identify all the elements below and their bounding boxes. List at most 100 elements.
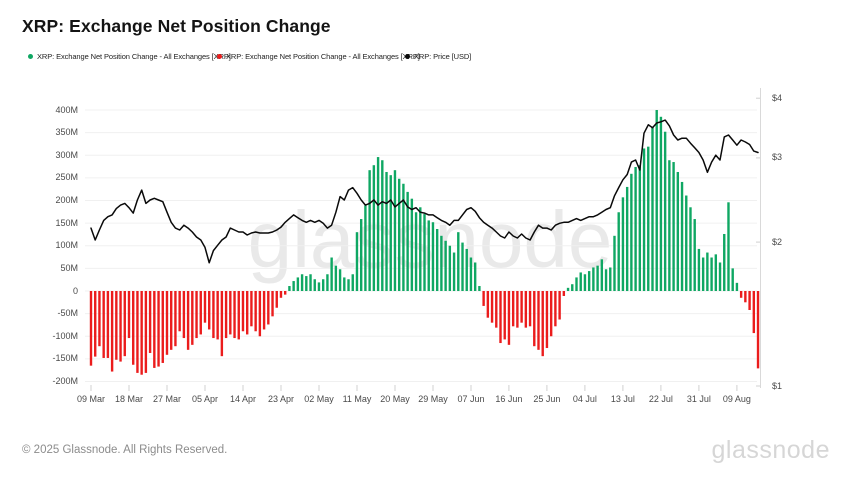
bar-net-position[interactable] bbox=[465, 248, 468, 291]
bar-net-position[interactable] bbox=[533, 291, 536, 347]
bar-net-position[interactable] bbox=[241, 291, 245, 332]
bar-net-position[interactable] bbox=[427, 220, 430, 291]
bar-net-position[interactable] bbox=[431, 222, 435, 291]
bar-net-position[interactable] bbox=[351, 274, 354, 291]
bar-net-position[interactable] bbox=[448, 245, 452, 291]
bar-net-position[interactable] bbox=[697, 248, 701, 291]
bar-net-position[interactable] bbox=[714, 254, 718, 291]
bar-net-position[interactable] bbox=[157, 291, 160, 367]
bar-net-position[interactable] bbox=[195, 291, 198, 339]
bar-net-position[interactable] bbox=[343, 277, 346, 292]
bar-net-position[interactable] bbox=[233, 291, 236, 339]
bar-net-position[interactable] bbox=[600, 259, 604, 291]
bar-net-position[interactable] bbox=[541, 291, 544, 357]
bar-net-position[interactable] bbox=[587, 271, 591, 291]
bar-net-position[interactable] bbox=[89, 291, 93, 366]
legend-item-price[interactable]: XRP: Price [USD] bbox=[405, 52, 471, 61]
bar-net-position[interactable] bbox=[136, 291, 139, 373]
bar-net-position[interactable] bbox=[330, 257, 333, 291]
bar-net-position[interactable] bbox=[355, 232, 359, 292]
bar-net-position[interactable] bbox=[182, 291, 186, 339]
bar-net-position[interactable] bbox=[723, 233, 726, 292]
bar-net-position[interactable] bbox=[575, 277, 578, 292]
bar-net-position[interactable] bbox=[381, 160, 384, 291]
bar-net-position[interactable] bbox=[440, 235, 443, 291]
bar-net-position[interactable] bbox=[739, 291, 743, 298]
bar-net-position[interactable] bbox=[689, 207, 692, 291]
bar-net-position[interactable] bbox=[110, 291, 114, 372]
bar-net-position[interactable] bbox=[520, 291, 523, 323]
bar-net-position[interactable] bbox=[554, 291, 557, 327]
bar-net-position[interactable] bbox=[127, 291, 131, 339]
bar-net-position[interactable] bbox=[478, 286, 481, 291]
bar-net-position[interactable] bbox=[406, 191, 409, 291]
bar-net-position[interactable] bbox=[676, 171, 680, 291]
bar-net-position[interactable] bbox=[583, 274, 587, 291]
bar-net-position[interactable] bbox=[321, 279, 325, 292]
bar-net-position[interactable] bbox=[334, 265, 338, 291]
bar-net-position[interactable] bbox=[368, 170, 371, 291]
bar-net-position[interactable] bbox=[499, 291, 502, 344]
bar-net-position[interactable] bbox=[731, 268, 734, 292]
bar-net-position[interactable] bbox=[545, 291, 549, 349]
bar-net-position[interactable] bbox=[212, 291, 215, 339]
bar-net-position[interactable] bbox=[376, 157, 380, 291]
bar-net-position[interactable] bbox=[385, 171, 388, 291]
bar-net-position[interactable] bbox=[604, 269, 608, 291]
bar-net-position[interactable] bbox=[140, 291, 143, 375]
bar-net-position[interactable] bbox=[275, 291, 278, 308]
bar-net-position[interactable] bbox=[250, 291, 253, 327]
bar-net-position[interactable] bbox=[347, 279, 350, 292]
bar-net-position[interactable] bbox=[153, 291, 156, 368]
bar-net-position[interactable] bbox=[482, 291, 485, 306]
bar-net-position[interactable] bbox=[659, 116, 663, 291]
bar-net-position[interactable] bbox=[119, 291, 122, 362]
bar-net-position[interactable] bbox=[655, 110, 658, 291]
bar-net-position[interactable] bbox=[178, 291, 181, 332]
bar-net-position[interactable] bbox=[229, 291, 232, 335]
bar-net-position[interactable] bbox=[469, 257, 473, 291]
bar-net-position[interactable] bbox=[617, 212, 620, 291]
bar-net-position[interactable] bbox=[613, 235, 616, 291]
bar-net-position[interactable] bbox=[562, 291, 566, 296]
bar-net-position[interactable] bbox=[144, 291, 148, 373]
bar-net-position[interactable] bbox=[279, 291, 283, 298]
bar-net-position[interactable] bbox=[292, 281, 295, 292]
bar-net-position[interactable] bbox=[98, 291, 101, 347]
bar-net-position[interactable] bbox=[537, 291, 540, 350]
bar-net-position[interactable] bbox=[651, 126, 654, 292]
bar-net-position[interactable] bbox=[592, 267, 595, 291]
bar-net-position[interactable] bbox=[174, 291, 177, 347]
bar-net-position[interactable] bbox=[132, 291, 135, 365]
bar-net-position[interactable] bbox=[638, 165, 642, 291]
bar-net-position[interactable] bbox=[186, 291, 190, 350]
bar-net-position[interactable] bbox=[634, 167, 637, 291]
bar-net-position[interactable] bbox=[161, 291, 164, 363]
bar-net-position[interactable] bbox=[170, 291, 173, 350]
bar-net-position[interactable] bbox=[220, 291, 224, 357]
bar-net-position[interactable] bbox=[262, 291, 266, 330]
bar-net-position[interactable] bbox=[288, 286, 291, 291]
bar-net-position[interactable] bbox=[663, 131, 667, 291]
bar-net-position[interactable] bbox=[423, 214, 426, 291]
bar-net-position[interactable] bbox=[625, 186, 629, 292]
bar-net-position[interactable] bbox=[647, 146, 650, 291]
bar-net-position[interactable] bbox=[507, 291, 511, 345]
bar-net-position[interactable] bbox=[748, 291, 751, 310]
bar-net-position[interactable] bbox=[296, 277, 300, 292]
bar-net-position[interactable] bbox=[199, 291, 202, 335]
bar-net-position[interactable] bbox=[115, 291, 118, 360]
bar-net-position[interactable] bbox=[473, 262, 477, 291]
bar-net-position[interactable] bbox=[685, 195, 688, 291]
bar-net-position[interactable] bbox=[672, 162, 675, 291]
bar-net-position[interactable] bbox=[372, 165, 376, 291]
bar-net-position[interactable] bbox=[706, 252, 709, 291]
bar-net-position[interactable] bbox=[326, 274, 329, 291]
bar-net-position[interactable] bbox=[435, 229, 439, 291]
bar-net-position[interactable] bbox=[693, 219, 696, 291]
bar-net-position[interactable] bbox=[452, 252, 456, 291]
bar-net-position[interactable] bbox=[258, 291, 262, 337]
bar-net-position[interactable] bbox=[524, 291, 528, 328]
bar-net-position[interactable] bbox=[457, 232, 460, 292]
